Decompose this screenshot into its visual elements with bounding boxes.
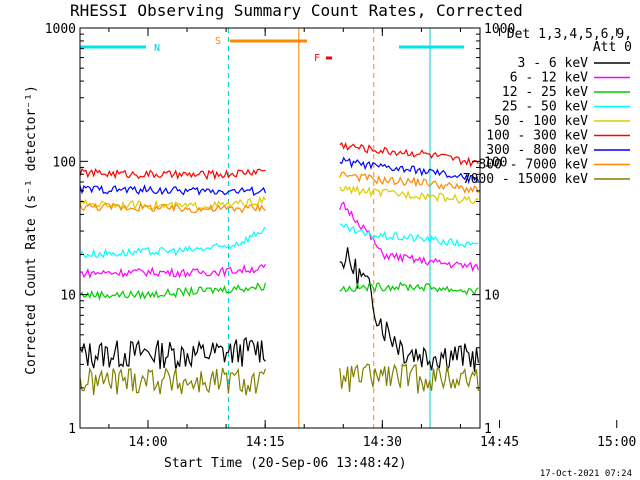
series-5-line-b [339, 141, 479, 168]
legend-label-0: 3 - 6 keV [518, 56, 589, 71]
y-tick-label: 10 [60, 289, 76, 304]
y-tick-label-right: 10 [484, 289, 500, 304]
series-2-line-a [79, 282, 267, 301]
legend-label-7: 800 - 7000 keV [478, 158, 588, 173]
series-3-line-b [339, 223, 479, 249]
legend-label-3: 25 - 50 keV [502, 100, 588, 115]
x-tick-label: 14:00 [128, 435, 167, 450]
series-4-line-a [79, 195, 267, 211]
y-tick-label: 1 [68, 422, 76, 437]
legend-label-8: 7000 - 15000 keV [463, 172, 588, 187]
series-7-line-a [79, 202, 266, 214]
x-tick-label: 15:00 [597, 435, 636, 450]
series-2-line-b [339, 281, 479, 296]
series-8-line-a [79, 366, 267, 396]
series-6-line-a [79, 184, 267, 196]
x-tick-label: 14:45 [480, 435, 519, 450]
series-6-line-b [339, 156, 479, 185]
legend-label-1: 6 - 12 keV [510, 71, 588, 86]
legend-detectors: Det 1,3,4,5,6,9, [507, 27, 632, 42]
plot-frame [79, 27, 481, 429]
series-3-line-a [79, 226, 266, 259]
legend-label-5: 100 - 300 keV [486, 129, 588, 144]
series-0-line-a [79, 336, 266, 370]
series-4-line-b [339, 184, 479, 205]
legend-attenuator: Att 0 [593, 40, 632, 55]
saa-label: S [215, 36, 221, 47]
series-1-line-b [339, 201, 479, 273]
night-label: N [154, 43, 160, 54]
series-8-line-b [339, 363, 479, 394]
y-tick-label-right: 1 [484, 422, 492, 437]
y-axis-label: Corrected Count Rate (s⁻¹ detector⁻¹) [24, 85, 39, 375]
footer-date: 17-Oct-2021 07:24 [540, 469, 632, 479]
x-tick-label: 14:30 [363, 435, 402, 450]
x-axis-label: Start Time (20-Sep-06 13:48:42) [164, 456, 407, 471]
x-tick-label: 14:15 [246, 435, 285, 450]
chart-title: RHESSI Observing Summary Count Rates, Co… [70, 1, 523, 20]
flare-label: F [314, 53, 320, 64]
series-0-line-b [339, 247, 479, 373]
y-tick-label: 100 [53, 155, 76, 170]
series-7-line-b [339, 171, 479, 194]
legend-label-6: 300 - 800 keV [486, 143, 588, 158]
series-5-line-a [79, 167, 266, 181]
y-tick-label: 1000 [45, 22, 76, 37]
series-1-line-a [79, 263, 267, 279]
legend-label-4: 50 - 100 keV [494, 114, 588, 129]
y-tick-label-right: 100 [484, 155, 507, 170]
legend-label-2: 12 - 25 keV [502, 85, 588, 100]
